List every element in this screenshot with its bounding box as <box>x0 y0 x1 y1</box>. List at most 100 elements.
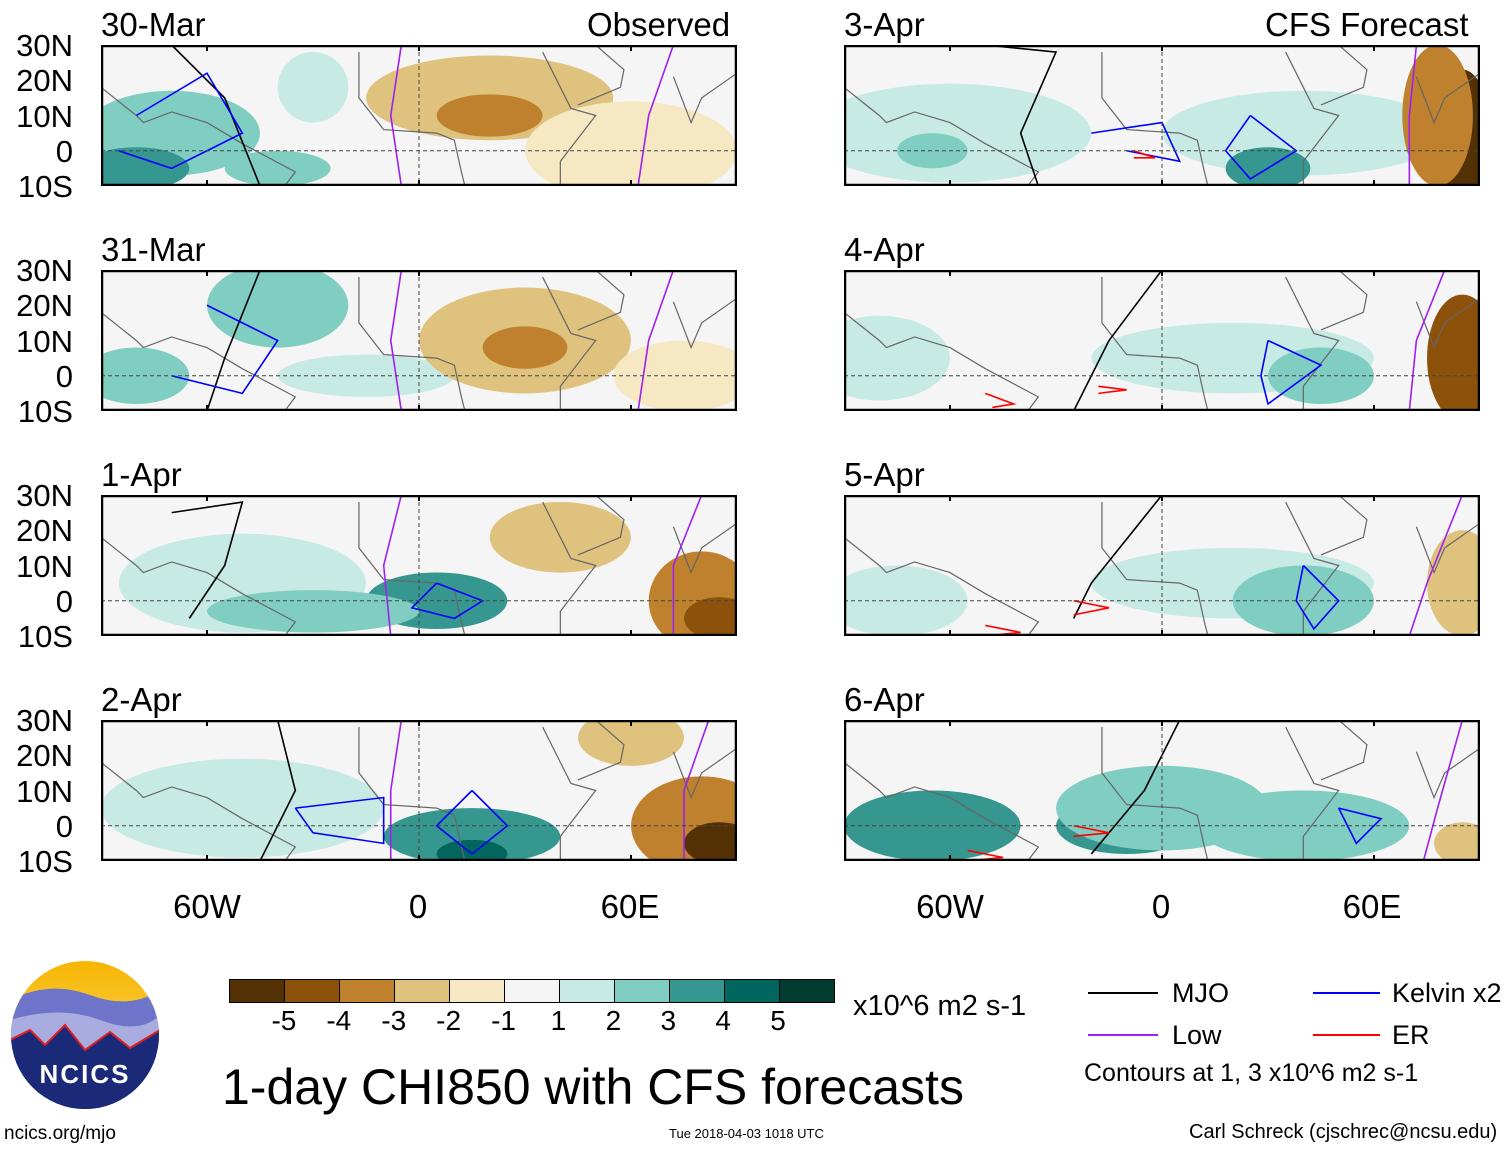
anomaly-shading <box>207 270 349 348</box>
anomaly-shading <box>101 758 384 858</box>
filtered-contour <box>1091 121 1182 163</box>
legend-line-mjo <box>1088 992 1158 994</box>
panel-date-title: 2-Apr <box>101 681 182 718</box>
lat-tick-label: 20N <box>16 738 73 774</box>
xtick-60e-left: 60E <box>600 888 660 925</box>
lat-tick-label: 0 <box>55 808 73 844</box>
anomaly-shading <box>844 315 950 401</box>
colorbar-units: x10^6 m2 s-1 <box>853 990 1027 1022</box>
filtered-contour <box>1224 114 1298 180</box>
colorbar-tick-label: -5 <box>271 1005 297 1036</box>
coastline <box>101 720 737 861</box>
filtered-contour <box>171 304 279 395</box>
legend-label-kelvin: Kelvin x2 <box>1392 978 1502 1008</box>
colorbar-swatch <box>340 980 395 1002</box>
anomaly-shading <box>482 326 568 369</box>
filtered-contour <box>410 582 485 620</box>
filtered-contour <box>1098 385 1127 395</box>
xtick-0-left: 0 <box>408 888 428 925</box>
filtered-contour <box>1073 824 1110 838</box>
lat-tick-label: 30N <box>16 253 73 288</box>
filtered-contour <box>435 789 509 855</box>
anomaly-shading <box>1434 822 1480 861</box>
ncics-logo: NCICS <box>11 961 159 1109</box>
colorbar-tick-label: -2 <box>436 1005 462 1036</box>
coastline <box>844 495 1480 636</box>
svg-text:NCICS: NCICS <box>40 1059 131 1089</box>
filtered-contour <box>389 45 403 186</box>
filtered-contour <box>389 270 403 411</box>
anomaly-shading <box>897 133 968 169</box>
colorbar-swatch <box>725 980 780 1002</box>
filtered-contour <box>118 72 244 170</box>
colorbar-swatch <box>285 980 340 1002</box>
colorbar-swatch <box>670 980 725 1002</box>
lat-tick-label: 10S <box>17 619 73 654</box>
colorbar-tick-label: 1 <box>550 1005 567 1036</box>
filtered-contour <box>1337 807 1383 845</box>
colorbar-swatch <box>230 980 285 1002</box>
lat-tick-label: 10N <box>16 323 73 359</box>
panel-date-title: 5-Apr <box>844 456 925 493</box>
legend-label-er: ER <box>1392 1020 1430 1050</box>
xtick-60w-left: 60W <box>173 888 241 925</box>
lat-tick-label: 0 <box>55 358 73 394</box>
filtered-contour <box>171 501 244 619</box>
lat-tick-label: 30N <box>16 478 73 513</box>
anomaly-shading <box>224 150 331 186</box>
legend-line-kelvin <box>1313 992 1380 994</box>
filtered-contour <box>1072 270 1163 411</box>
footer-url[interactable]: ncics.org/mjo <box>4 1123 116 1144</box>
filtered-contour <box>1408 495 1464 636</box>
coastline <box>101 270 737 411</box>
credit: Carl Schreck (cjschrec@ncsu.edu) <box>1189 1121 1498 1143</box>
anomaly-shading <box>436 94 543 137</box>
anomaly-shading <box>684 822 737 861</box>
xtick-60e-right: 60E <box>1342 888 1402 925</box>
lat-tick-label: 20N <box>16 513 73 549</box>
map-panel <box>101 45 737 186</box>
lat-tick-label: 10S <box>17 394 73 429</box>
filtered-contour <box>171 45 261 186</box>
anomaly-shading <box>1162 90 1445 176</box>
colorbar-swatch <box>780 980 834 1002</box>
cfs-forecast-label: CFS Forecast <box>1265 6 1469 43</box>
lat-tick-label: 10N <box>16 548 73 584</box>
anomaly-shading <box>436 839 508 861</box>
filtered-contour <box>1133 149 1156 159</box>
anomaly-shading <box>277 52 349 123</box>
filtered-contour <box>637 45 675 186</box>
filtered-contour <box>294 796 385 845</box>
colorbar-tick-label: 2 <box>605 1005 622 1036</box>
lat-tick-label: 0 <box>55 583 73 619</box>
colorbar-swatch <box>560 980 615 1002</box>
filtered-contour <box>985 45 1058 186</box>
lat-tick-label: 20N <box>16 288 73 324</box>
filtered-contour <box>1408 45 1418 186</box>
xtick-0-right: 0 <box>1151 888 1171 925</box>
colorbar-swatch <box>450 980 505 1002</box>
anomaly-shading <box>578 720 684 766</box>
filtered-contour <box>672 495 703 636</box>
lat-tick-label: 10N <box>16 98 73 134</box>
filtered-contour <box>985 392 1017 409</box>
filtered-contour <box>1073 599 1110 616</box>
colorbar-swatch <box>505 980 560 1002</box>
map-panel <box>844 720 1480 861</box>
legend-note: Contours at 1, 3 x10^6 m2 s-1 <box>1084 1059 1419 1087</box>
anomaly-shading <box>277 354 455 397</box>
panel-date-title: 30-Mar <box>101 6 206 43</box>
anomaly-shading <box>684 597 737 636</box>
coastline <box>844 720 1480 861</box>
map-panel <box>844 45 1480 186</box>
anomaly-shading <box>1232 565 1374 636</box>
filtered-contour <box>683 720 710 861</box>
lat-tick-label: 10N <box>16 773 73 809</box>
filtered-contour <box>1408 270 1446 411</box>
lat-tick-label: 20N <box>16 63 73 99</box>
panel-date-title: 6-Apr <box>844 681 925 718</box>
panel-date-title: 4-Apr <box>844 231 925 268</box>
filtered-contour <box>206 270 261 411</box>
colorbar-swatch <box>395 980 450 1002</box>
colorbar-tick-label: -3 <box>381 1005 407 1036</box>
